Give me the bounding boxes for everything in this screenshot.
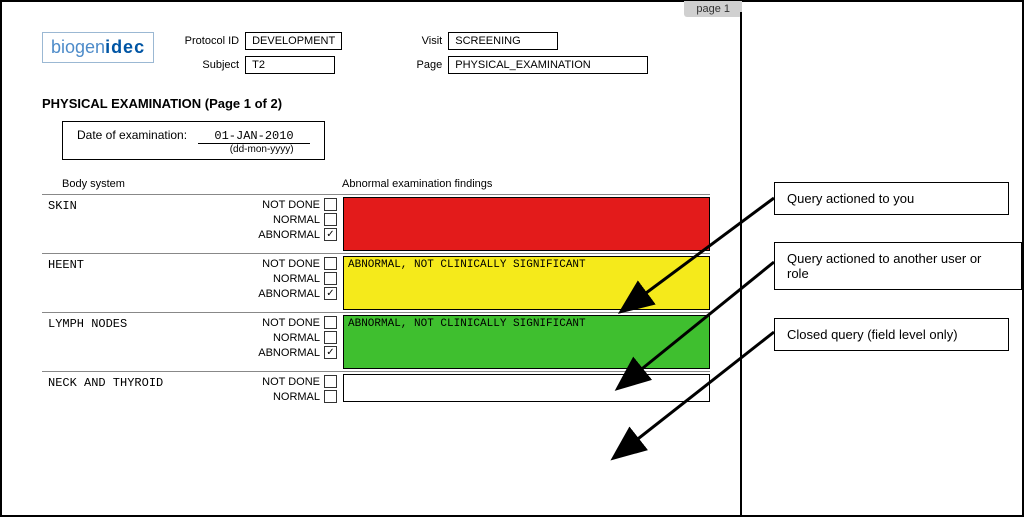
- logo: biogenidec: [42, 32, 154, 63]
- abnormal-checkbox[interactable]: [324, 346, 337, 359]
- not-done-checkbox[interactable]: [324, 316, 337, 329]
- body-system-row: SKIN NOT DONE NORMAL ABNORMAL: [42, 194, 710, 251]
- check-label: NOT DONE: [262, 258, 320, 270]
- normal-checkbox[interactable]: [324, 390, 337, 403]
- body-system-name: HEENT: [42, 256, 202, 272]
- logo-text-1: biogen: [51, 37, 105, 57]
- findings-field[interactable]: [343, 197, 710, 251]
- screenshot-frame: page 1 biogenidec Protocol ID DEVELOPMEN…: [0, 0, 1024, 517]
- findings-field[interactable]: ABNORMAL, NOT CLINICALLY SIGNIFICANT: [343, 315, 710, 369]
- check-label: ABNORMAL: [258, 229, 320, 241]
- body-system-checks: NOT DONE NORMAL ABNORMAL: [202, 197, 337, 242]
- body-system-checks: NOT DONE NORMAL ABNORMAL: [202, 256, 337, 301]
- visit-value[interactable]: SCREENING: [448, 32, 558, 50]
- page-label: Page: [402, 59, 442, 71]
- date-label: Date of examination:: [77, 128, 187, 142]
- body-system-row: NECK AND THYROID NOT DONE NORMAL: [42, 371, 710, 404]
- normal-checkbox[interactable]: [324, 213, 337, 226]
- date-value[interactable]: 01-JAN-2010: [198, 129, 309, 144]
- abnormal-checkbox[interactable]: [324, 287, 337, 300]
- column-headers: Body system Abnormal examination finding…: [42, 178, 710, 190]
- check-label: NORMAL: [273, 332, 320, 344]
- not-done-checkbox[interactable]: [324, 198, 337, 211]
- body-systems-container: SKINNOT DONENORMALABNORMALHEENTNOT DONEN…: [42, 194, 710, 404]
- check-label: ABNORMAL: [258, 288, 320, 300]
- date-format: (dd-mon-yyyy): [77, 144, 310, 155]
- form-pane: biogenidec Protocol ID DEVELOPMENT Subje…: [2, 12, 742, 517]
- abnormal-checkbox[interactable]: [324, 228, 337, 241]
- body-system-name: SKIN: [42, 197, 202, 213]
- callout-query-closed: Closed query (field level only): [774, 318, 1009, 351]
- callout-query-other: Query actioned to another user or role: [774, 242, 1022, 290]
- normal-checkbox[interactable]: [324, 272, 337, 285]
- protocol-value[interactable]: DEVELOPMENT: [245, 32, 342, 50]
- callout-query-you: Query actioned to you: [774, 182, 1009, 215]
- check-label: NOT DONE: [262, 376, 320, 388]
- meta-col-1: Protocol ID DEVELOPMENT Subject T2: [164, 32, 342, 80]
- col-findings: Abnormal examination findings: [342, 178, 710, 190]
- logo-text-2: idec: [105, 37, 145, 57]
- normal-checkbox[interactable]: [324, 331, 337, 344]
- check-label: NORMAL: [273, 391, 320, 403]
- meta-col-2: Visit SCREENING Page PHYSICAL_EXAMINATIO…: [402, 32, 648, 80]
- body-system-name: LYMPH NODES: [42, 315, 202, 331]
- subject-label: Subject: [164, 59, 239, 71]
- date-of-exam-box: Date of examination: 01-JAN-2010 (dd-mon…: [62, 121, 325, 160]
- body-system-checks: NOT DONE NORMAL ABNORMAL: [202, 315, 337, 360]
- visit-label: Visit: [402, 35, 442, 47]
- body-system-name: NECK AND THYROID: [42, 374, 202, 390]
- protocol-label: Protocol ID: [164, 35, 239, 47]
- check-label: NOT DONE: [262, 199, 320, 211]
- body-system-checks: NOT DONE NORMAL: [202, 374, 337, 404]
- section-title: PHYSICAL EXAMINATION (Page 1 of 2): [42, 96, 710, 111]
- col-body-system: Body system: [42, 178, 202, 190]
- body-system-row: HEENT NOT DONE NORMAL ABNORMAL ABNORMAL, NOT…: [42, 253, 710, 310]
- check-label: NOT DONE: [262, 317, 320, 329]
- findings-field[interactable]: ABNORMAL, NOT CLINICALLY SIGNIFICANT: [343, 256, 710, 310]
- findings-field[interactable]: [343, 374, 710, 402]
- check-label: NORMAL: [273, 273, 320, 285]
- not-done-checkbox[interactable]: [324, 375, 337, 388]
- check-label: NORMAL: [273, 214, 320, 226]
- check-label: ABNORMAL: [258, 347, 320, 359]
- subject-value[interactable]: T2: [245, 56, 335, 74]
- header-row: biogenidec Protocol ID DEVELOPMENT Subje…: [42, 32, 710, 80]
- body-system-row: LYMPH NODES NOT DONE NORMAL ABNORMAL ABNORMA…: [42, 312, 710, 369]
- page-value[interactable]: PHYSICAL_EXAMINATION: [448, 56, 648, 74]
- not-done-checkbox[interactable]: [324, 257, 337, 270]
